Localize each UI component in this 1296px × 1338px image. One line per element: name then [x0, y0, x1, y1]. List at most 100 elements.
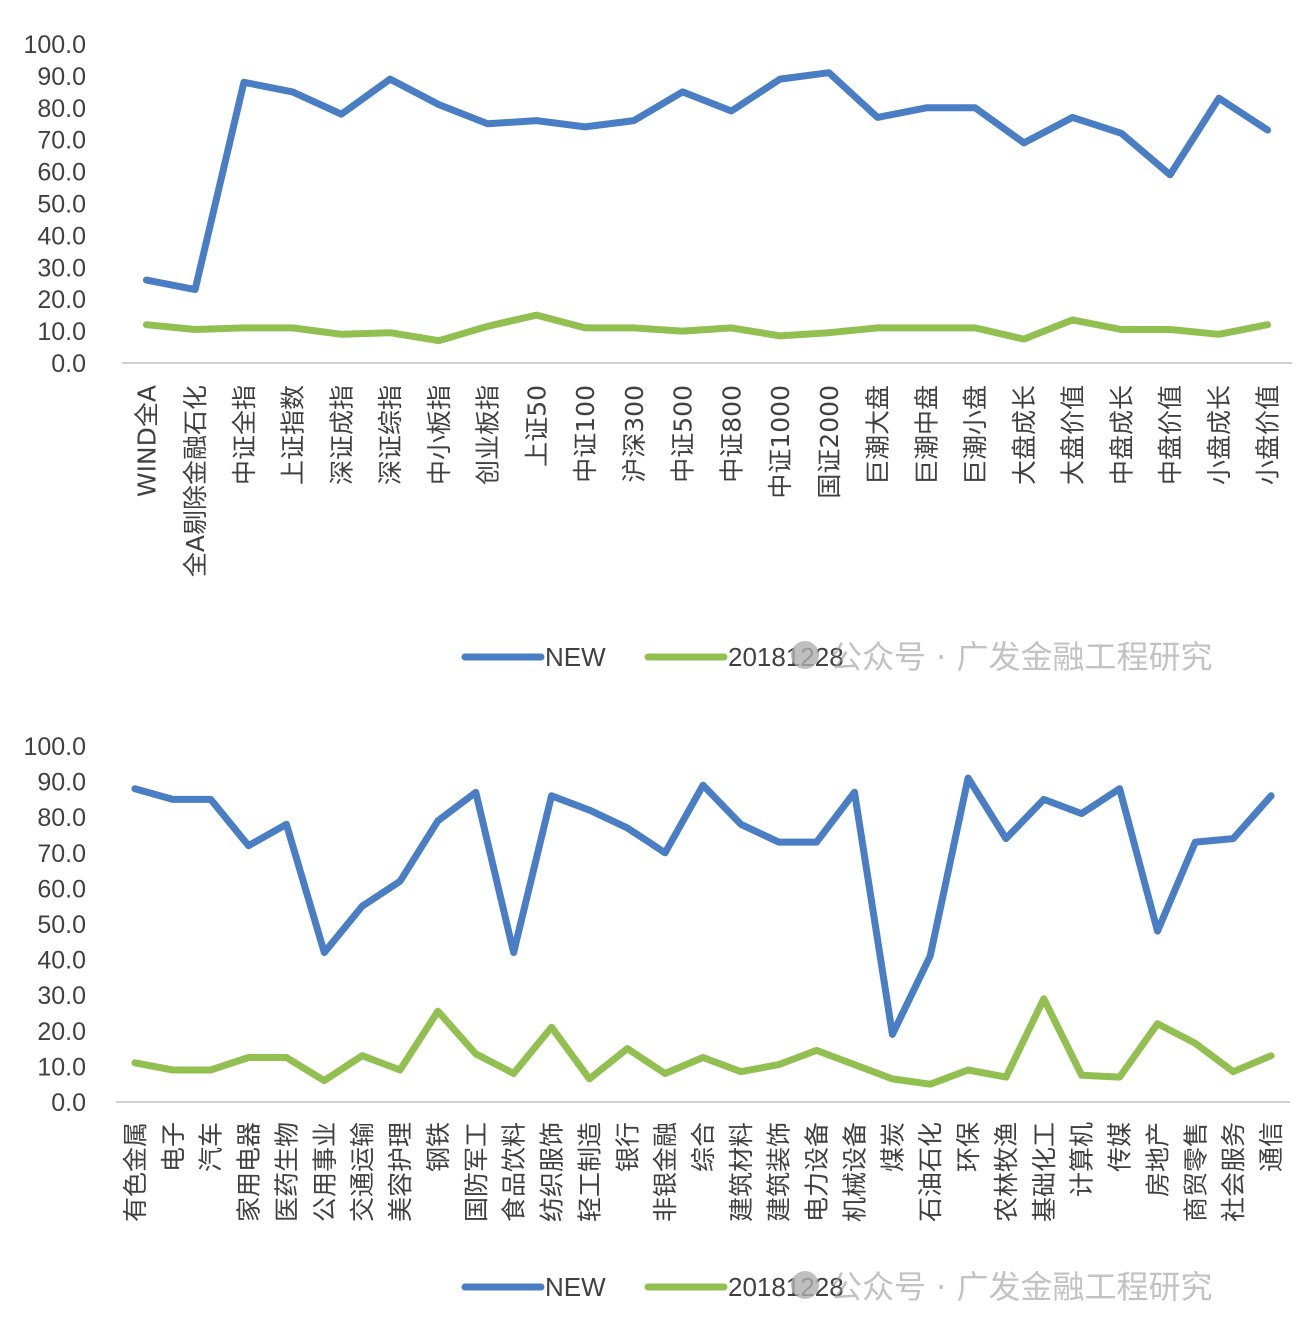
- y-tick-label: 60.0: [37, 875, 86, 903]
- legend-label: 20181228: [728, 1272, 844, 1302]
- series-line-baseline: [131, 995, 1275, 1088]
- x-tick-label: 巨潮大盘: [864, 385, 893, 485]
- x-tick-label: 医药生物: [272, 1122, 301, 1222]
- y-axis: 100.0 90.0 80.0 70.0 60.0 50.0 40.0 30.0 20.0 10.…: [23, 31, 86, 378]
- y-tick-label: 50.0: [37, 911, 86, 939]
- x-tick-label: 中证1000: [766, 385, 795, 499]
- watermark-text: 公众号 · 广发金融工程研究: [830, 1268, 1213, 1306]
- x-tick-label: 国证2000: [815, 385, 844, 499]
- x-tick-label: 综合: [689, 1122, 718, 1172]
- chart-1: 100.0 90.0 80.0 70.0 60.0 50.0 40.0 30.0 20.0 10.…: [23, 31, 1292, 676]
- x-tick-label: 中小板指: [425, 385, 454, 485]
- x-tick-label: 非银金融: [651, 1122, 680, 1222]
- x-tick-label: 钢铁: [424, 1122, 453, 1172]
- series-line-new: [142, 69, 1272, 294]
- y-axis: 100.0 90.0 80.0 70.0 60.0 50.0 40.0 30.0 20.0 10.…: [23, 733, 86, 1117]
- x-tick-label: 轻工制造: [575, 1122, 604, 1222]
- x-axis: WIND全A 全A剔除金融石化 中证全指 上证指数 深证成指 深证综指 中小板指 创业板指 上证…: [132, 385, 1282, 577]
- y-tick-label: 70.0: [37, 840, 86, 868]
- x-tick-label: 中证500: [669, 385, 698, 483]
- x-tick-label: 深证成指: [327, 385, 356, 485]
- x-tick-label: 银行: [613, 1122, 642, 1172]
- series-points: [146, 315, 1268, 341]
- x-tick-label: 煤炭: [878, 1122, 907, 1172]
- x-tick-label: 纺织服饰: [538, 1122, 567, 1222]
- y-tick-label: 60.0: [37, 159, 86, 187]
- y-tick-label: 30.0: [37, 254, 86, 282]
- x-tick-label: 中盘价值: [1156, 385, 1185, 485]
- y-tick-label: 80.0: [37, 95, 86, 123]
- watermark: 公众号 · 广发金融工程研究: [791, 1268, 1213, 1306]
- x-tick-label: 商贸零售: [1181, 1122, 1210, 1222]
- x-tick-label: 汽车: [197, 1122, 226, 1172]
- x-tick-label: 家用电器: [235, 1122, 264, 1222]
- x-tick-label: 上证指数: [279, 385, 308, 485]
- series-line-baseline: [142, 311, 1272, 345]
- x-tick-label: WIND全A: [132, 385, 161, 497]
- x-tick-label: 交通运输: [348, 1122, 377, 1222]
- x-tick-label: 建筑装饰: [765, 1122, 794, 1222]
- x-tick-label: 中盘成长: [1107, 385, 1136, 485]
- x-tick-label: 社会服务: [1219, 1122, 1248, 1222]
- x-tick-label: 深证综指: [376, 385, 405, 485]
- x-tick-label: 小盘价值: [1254, 385, 1283, 485]
- series-points: [146, 72, 1268, 290]
- x-tick-label: 计算机: [1068, 1122, 1097, 1197]
- series-line-new: [131, 774, 1275, 1038]
- x-tick-label: 小盘成长: [1205, 385, 1234, 485]
- x-tick-label: 中证800: [717, 385, 746, 483]
- y-tick-label: 80.0: [37, 804, 86, 832]
- x-tick-label: 美容护理: [386, 1122, 415, 1222]
- x-tick-label: 食品饮料: [500, 1122, 529, 1222]
- x-tick-label: 农林牧渔: [992, 1122, 1021, 1222]
- y-tick-label: 0.0: [51, 350, 86, 378]
- wechat-icon: [791, 1271, 819, 1299]
- y-tick-label: 20.0: [37, 1018, 86, 1046]
- x-tick-label: 电子: [159, 1122, 188, 1172]
- x-tick-label: 大盘成长: [1010, 385, 1039, 485]
- x-tick-label: 环保: [954, 1122, 983, 1172]
- x-tick-label: 上证50: [522, 385, 551, 467]
- x-tick-label: 中证全指: [230, 385, 259, 485]
- x-tick-label: 机械设备: [840, 1122, 869, 1222]
- wechat-icon: [791, 641, 819, 669]
- y-tick-label: 0.0: [51, 1089, 86, 1117]
- x-tick-label: 房地产: [1143, 1122, 1172, 1197]
- x-tick-label: 巨潮小盘: [961, 385, 990, 485]
- chart-2: 100.0 90.0 80.0 70.0 60.0 50.0 40.0 30.0 20.0 10.…: [23, 733, 1290, 1306]
- y-tick-label: 30.0: [37, 982, 86, 1010]
- legend-label: NEW: [545, 1272, 606, 1302]
- x-tick-label: 通信: [1257, 1122, 1286, 1172]
- legend: NEW 20181228: [461, 642, 844, 672]
- legend-label: 20181228: [728, 642, 844, 672]
- x-tick-label: 中证100: [571, 385, 600, 483]
- y-tick-label: 90.0: [37, 769, 86, 797]
- y-tick-label: 40.0: [37, 222, 86, 250]
- y-tick-label: 20.0: [37, 286, 86, 314]
- x-tick-label: 传媒: [1106, 1122, 1135, 1172]
- x-tick-label: 巨潮中盘: [912, 385, 941, 485]
- x-tick-label: 有色金属: [121, 1122, 150, 1222]
- x-tick-label: 石油石化: [916, 1122, 945, 1222]
- y-tick-label: 10.0: [37, 1053, 86, 1081]
- series-points: [134, 777, 1272, 1035]
- watermark: 公众号 · 广发金融工程研究: [791, 638, 1213, 676]
- legend-label: NEW: [545, 642, 606, 672]
- y-tick-label: 10.0: [37, 318, 86, 346]
- y-tick-label: 100.0: [23, 31, 86, 59]
- y-tick-label: 100.0: [23, 733, 86, 761]
- x-tick-label: 基础化工: [1030, 1122, 1059, 1222]
- x-axis: 有色金属 电子 汽车 家用电器 医药生物 公用事业 交通运输 美容护理 钢铁 国防军工 食品饮料 纺织…: [121, 1122, 1286, 1222]
- y-tick-label: 70.0: [37, 127, 86, 155]
- legend: NEW 20181228: [461, 1272, 844, 1302]
- y-tick-label: 50.0: [37, 191, 86, 219]
- watermark-text: 公众号 · 广发金融工程研究: [830, 638, 1213, 676]
- y-tick-label: 90.0: [37, 63, 86, 91]
- x-tick-label: 全A剔除金融石化: [181, 385, 210, 577]
- x-tick-label: 沪深300: [620, 385, 649, 483]
- x-tick-label: 建筑材料: [727, 1122, 756, 1222]
- series-points: [134, 998, 1272, 1085]
- x-tick-label: 创业板指: [474, 385, 503, 485]
- x-tick-label: 电力设备: [803, 1122, 832, 1222]
